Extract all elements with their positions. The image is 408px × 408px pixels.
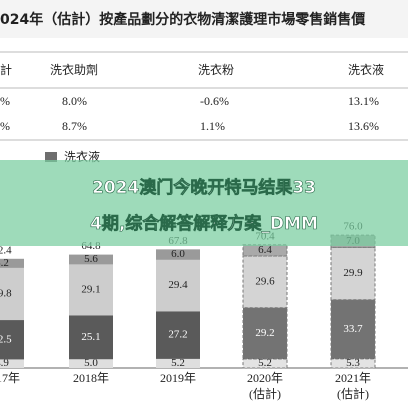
x-tick-label: 2020年 [247, 371, 283, 385]
banner [0, 160, 408, 246]
x-tick-label: 2018年 [73, 371, 109, 385]
title: 024年（估計）按產品劃分的衣物清潔護理市場零售銷售價 [0, 11, 366, 28]
table-cell: 1.1% [200, 119, 225, 133]
banner-line: 4期,综合解答解释方案_DMM [90, 213, 318, 234]
value-label: 29.2 [255, 327, 274, 339]
table-cell: 13.1% [348, 94, 379, 108]
value-label: 22.5 [0, 333, 12, 345]
value-label: 27.2 [168, 329, 187, 341]
value-label: 25.1 [81, 331, 100, 343]
title-band [0, 0, 408, 38]
bar-segment [69, 359, 113, 368]
bar-segment [69, 315, 113, 360]
value-label: 5.2 [0, 257, 9, 269]
value-label: 5.2 [171, 357, 185, 369]
value-label: 33.7 [343, 323, 363, 335]
bar-segment [69, 254, 113, 265]
bar-segment [69, 264, 113, 316]
value-label: 6.4 [258, 244, 272, 256]
x-tick-label: 2021年 [335, 371, 371, 385]
x-tick-label: 2019年 [160, 371, 196, 385]
value-label: 5.6 [84, 253, 98, 265]
value-label: 29.1 [81, 283, 100, 295]
x-tick-note: (估計) [337, 386, 369, 401]
bar-segment [156, 249, 200, 260]
value-label: 5.2 [258, 357, 272, 369]
banner-line: 2024澳门今晚开特马结果33 [92, 177, 316, 198]
table-cell: 13.6% [348, 119, 379, 133]
value-label: 29.8 [0, 288, 12, 300]
table-cell: -0.6% [200, 94, 229, 108]
value-label: 6.0 [171, 248, 185, 260]
table-cell: 8.0% [62, 94, 87, 108]
table-header: 洗衣液 [348, 62, 384, 77]
bar-segment [156, 259, 200, 312]
value-label: 29.9 [343, 267, 363, 279]
table-header: 計 [0, 62, 12, 77]
table-cell: 8.7% [62, 119, 87, 133]
table-header: 洗衣助劑 [50, 62, 98, 77]
x-tick-note: (估計) [249, 386, 281, 401]
x-tick-label: 2017年 [0, 371, 20, 385]
bar-segment [0, 258, 24, 268]
value-label: 29.6 [255, 275, 275, 287]
table-cell: % [0, 119, 10, 133]
bar-segment [0, 359, 24, 368]
bar-segment [0, 267, 24, 321]
bar-segment [156, 311, 200, 359]
table: 計 洗衣助劑 洗衣粉 洗衣液% 8.0% -0.6% 13.1%% 8.7% 1.1% 13.6% [0, 62, 384, 133]
value-label: 4.9 [0, 357, 9, 369]
table-cell: % [0, 94, 10, 108]
value-label: 5.3 [346, 357, 360, 369]
bar-segment [156, 358, 200, 368]
legend-swatch [45, 152, 57, 162]
chart: 4.922.529.85.262.42017年5.025.129.15.664.… [0, 221, 408, 401]
total-label: 62.4 [0, 244, 12, 256]
value-label: 5.0 [84, 357, 98, 369]
bar-segment [0, 320, 24, 360]
table-header: 洗衣粉 [198, 62, 234, 77]
bar-segment [330, 246, 376, 301]
value-label: 29.4 [168, 279, 188, 291]
bar-segment [242, 255, 288, 309]
